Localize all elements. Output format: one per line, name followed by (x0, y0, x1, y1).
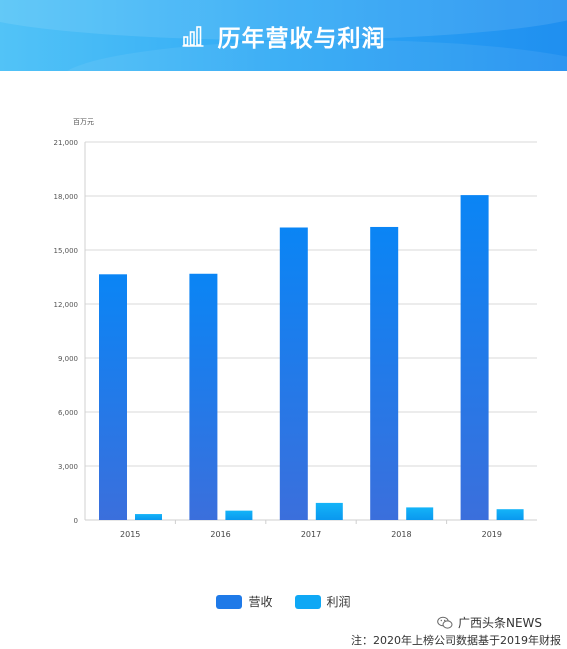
legend-swatch-revenue (216, 594, 243, 609)
legend-swatch-profit (294, 594, 321, 609)
bar-profit-2019 (496, 509, 524, 520)
page-title: 历年营收与利润 (217, 25, 386, 52)
footnote: 注：2020年上榜公司数据基于2019年财报 (351, 634, 561, 647)
header-banner (0, 0, 567, 71)
bar-profit-2018 (406, 507, 434, 520)
bar-revenue-2019 (460, 195, 489, 520)
bar-revenue-2017 (279, 227, 308, 520)
bar-profit-2017 (315, 502, 343, 520)
x-tick-label: 2017 (301, 530, 321, 539)
y-tick-label: 15,000 (54, 247, 79, 255)
y-axis-label: 百万元 (73, 118, 94, 126)
watermark-text: 广西头条NEWS (458, 616, 543, 630)
bar-revenue-2016 (189, 273, 218, 520)
y-tick-label: 0 (74, 517, 78, 525)
y-tick-label: 6,000 (58, 409, 78, 417)
y-tick-label: 18,000 (54, 193, 79, 201)
y-tick-label: 3,000 (58, 463, 78, 471)
bar-revenue-2018 (370, 226, 399, 520)
x-tick-label: 2016 (210, 530, 230, 539)
legend: 营收 利润 (0, 593, 567, 610)
header: 历年营收与利润 (0, 0, 567, 71)
y-tick-label: 12,000 (54, 301, 79, 309)
legend-item-revenue[interactable]: 营收 (216, 593, 273, 610)
x-tick-label: 2018 (391, 530, 411, 539)
legend-item-profit[interactable]: 利润 (294, 593, 351, 610)
y-tick-label: 9,000 (58, 355, 78, 363)
x-tick-label: 2015 (120, 530, 140, 539)
bar-revenue-2015 (99, 274, 127, 520)
x-tick-label: 2019 (482, 530, 502, 539)
bar-chart-icon (182, 25, 203, 47)
legend-label: 营收 (248, 595, 273, 609)
watermark: 广西头条NEWS (437, 614, 542, 631)
wechat-icon (437, 616, 453, 629)
bar-profit-2016 (225, 510, 253, 520)
bar-profit-2015 (135, 514, 162, 520)
y-tick-label: 21,000 (54, 139, 79, 147)
legend-label: 利润 (326, 595, 351, 609)
bar-chart: 百万元 0 3,000 6,000 9,000 12,000 15,000 18,000 21… (54, 118, 537, 539)
